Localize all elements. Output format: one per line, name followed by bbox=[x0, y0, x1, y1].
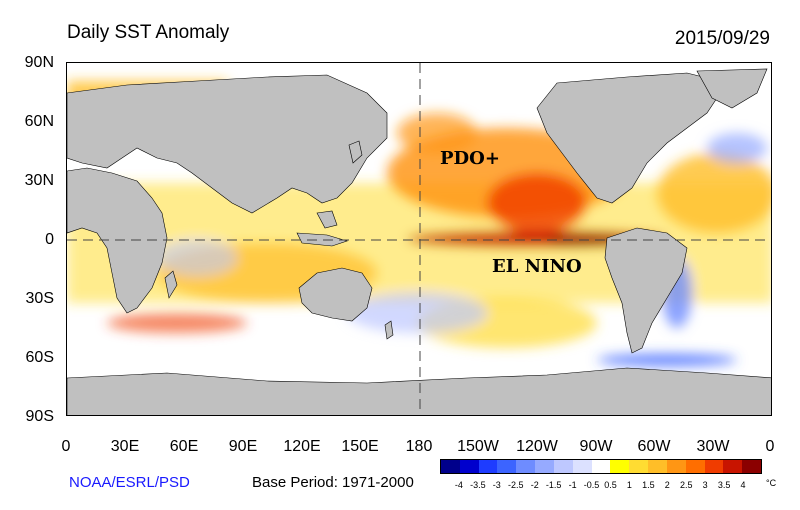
colorbar-swatch bbox=[516, 460, 536, 473]
lon-label: 120W bbox=[516, 438, 558, 455]
colorbar-tick-label: -3 bbox=[492, 480, 501, 490]
colorbar-tick-label: 1.5 bbox=[642, 480, 655, 490]
colorbar-tick-label: -1.5 bbox=[545, 480, 562, 490]
land-layer bbox=[67, 68, 771, 415]
map-date: 2015/09/29 bbox=[674, 28, 770, 49]
colorbar-swatch bbox=[666, 460, 686, 473]
lon-label: 60W bbox=[637, 438, 671, 455]
colorbar-tick-label: 1 bbox=[626, 480, 632, 490]
pdo-label: PDO+ bbox=[440, 148, 500, 169]
colorbar-swatch bbox=[742, 460, 762, 473]
lon-label: 150W bbox=[457, 438, 499, 455]
lon-label: 120E bbox=[283, 438, 321, 455]
lon-label: 30E bbox=[110, 438, 140, 455]
lat-label: 0 bbox=[45, 231, 54, 248]
colorbar-tick-label: 2 bbox=[664, 480, 670, 490]
colorbar-tick-label: -0.5 bbox=[583, 480, 600, 490]
map-title: Daily SST Anomaly bbox=[67, 22, 230, 43]
colorbar-unit: °C bbox=[766, 478, 777, 488]
colorbar-tick-label: 3 bbox=[702, 480, 708, 490]
lon-label: 90W bbox=[579, 438, 613, 455]
colorbar-tick-label: -2 bbox=[530, 480, 539, 490]
colorbar-swatch bbox=[441, 460, 460, 473]
colorbar-swatch bbox=[629, 460, 649, 473]
lat-label: 90S bbox=[25, 408, 54, 425]
colorbar-swatch bbox=[535, 460, 554, 473]
sst-map-canvas bbox=[67, 63, 771, 415]
colorbar-swatch bbox=[685, 460, 705, 473]
lon-label: 180 bbox=[405, 438, 433, 455]
elnino-label: EL NINO bbox=[492, 256, 582, 277]
lat-label: 60N bbox=[24, 113, 54, 130]
colorbar-swatch bbox=[459, 460, 479, 473]
lon-label: 0 bbox=[61, 438, 71, 455]
colorbar-swatch bbox=[478, 460, 498, 473]
colorbar-tick-label: 2.5 bbox=[679, 480, 693, 490]
colorbar-swatch bbox=[591, 460, 611, 473]
colorbar-swatch bbox=[648, 460, 667, 473]
colorbar-swatch bbox=[723, 460, 743, 473]
credit-text: NOAA/ESRL/PSD bbox=[69, 474, 190, 491]
colorbar-swatch bbox=[572, 460, 592, 473]
lat-label: 60S bbox=[25, 349, 54, 366]
lon-label: 150E bbox=[341, 438, 379, 455]
colorbar-swatch bbox=[497, 460, 517, 473]
colorbar bbox=[440, 459, 762, 474]
lon-label: 0 bbox=[765, 438, 775, 455]
sst-map bbox=[66, 62, 772, 416]
colorbar-swatch bbox=[704, 460, 724, 473]
colorbar-swatch bbox=[610, 460, 630, 473]
colorbar-tick-label: 3.5 bbox=[717, 480, 731, 490]
colorbar-tick-label: 0.5 bbox=[604, 480, 617, 490]
colorbar-tick-label: -4 bbox=[454, 480, 463, 490]
colorbar-tick-label: -3.5 bbox=[470, 480, 486, 490]
lat-label: 90N bbox=[24, 54, 54, 71]
base-period-text: Base Period: 1971-2000 bbox=[252, 474, 414, 491]
lon-label: 30W bbox=[696, 438, 730, 455]
lat-label: 30S bbox=[25, 290, 54, 307]
lat-label: 30N bbox=[24, 172, 54, 189]
lon-label: 90E bbox=[228, 438, 258, 455]
colorbar-tick-label: -1 bbox=[568, 480, 577, 490]
colorbar-tick-label: 4 bbox=[740, 480, 746, 490]
colorbar-swatch bbox=[553, 460, 573, 473]
lon-label: 60E bbox=[169, 438, 199, 455]
colorbar-tick-label: -2.5 bbox=[507, 480, 524, 490]
